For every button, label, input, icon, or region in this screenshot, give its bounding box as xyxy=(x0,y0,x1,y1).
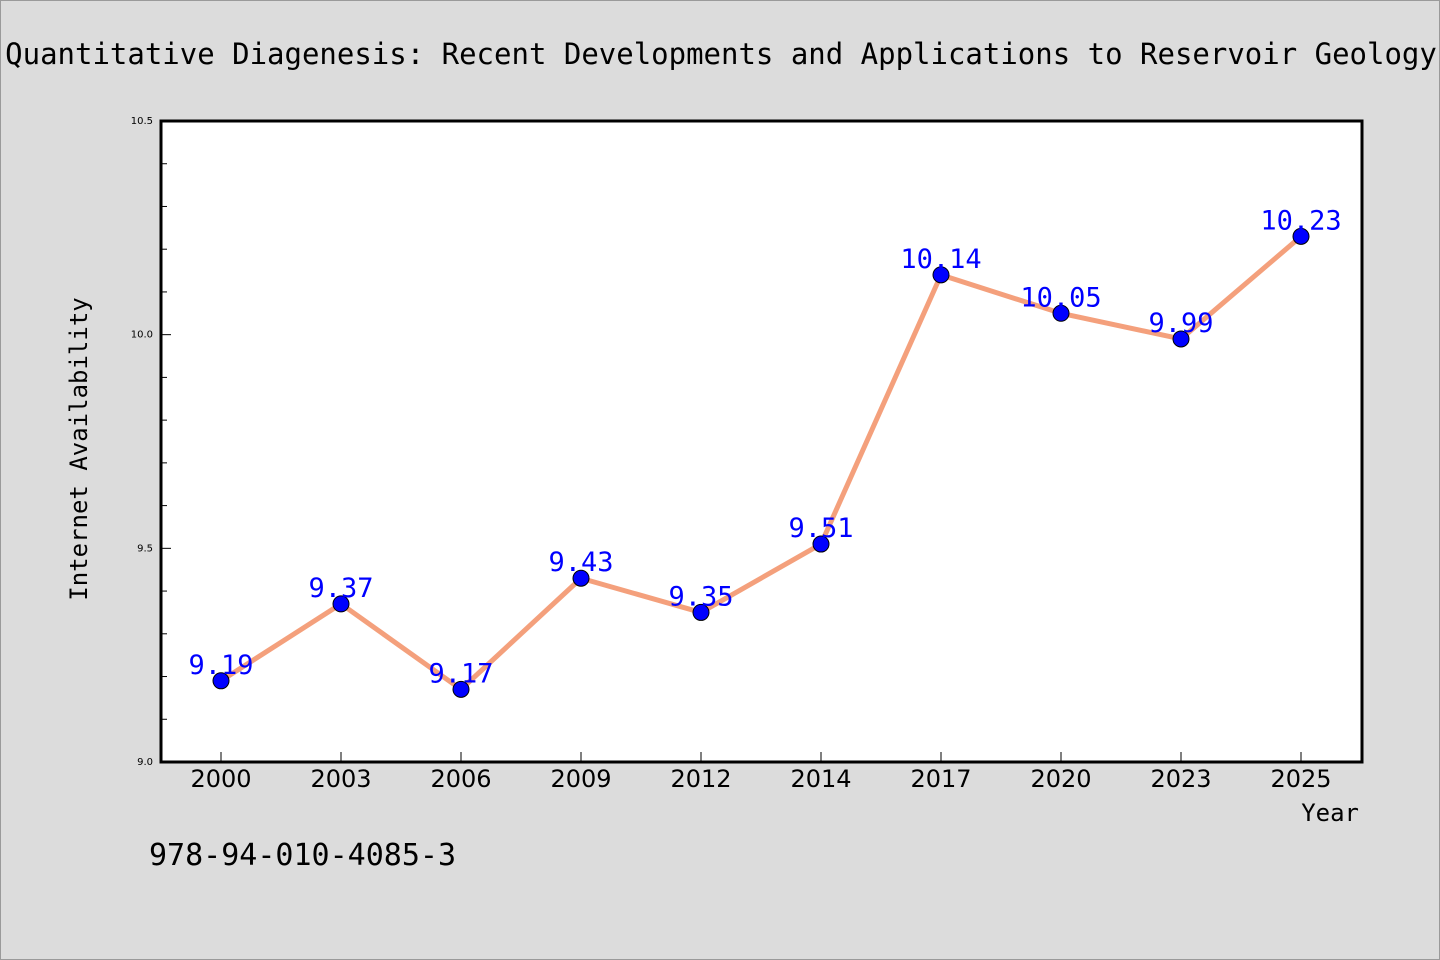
y-tick-label: 10.0 xyxy=(131,330,153,341)
data-label: 9.17 xyxy=(428,658,493,689)
y-axis: 9.0 9.5 10.0 10.5 xyxy=(131,116,171,768)
chart-title: Quantitative Diagenesis: Recent Developm… xyxy=(5,37,1437,71)
data-label: 10.23 xyxy=(1260,205,1341,236)
data-point xyxy=(332,595,350,613)
data-point xyxy=(692,603,710,621)
data-label: 10.05 xyxy=(1020,282,1101,313)
x-axis: 2000 2003 2006 2009 2012 2014 2017 2020 2023 2025 xyxy=(190,752,1332,793)
data-label: 9.51 xyxy=(788,513,853,544)
data-point xyxy=(572,569,590,587)
series-markers xyxy=(212,227,1310,698)
data-label: 9.43 xyxy=(548,547,613,578)
y-tick-label: 9.5 xyxy=(137,543,153,554)
isbn-footnote: 978-94-010-4085-3 xyxy=(149,838,456,873)
x-tick-label: 2000 xyxy=(190,765,251,793)
x-tick-label: 2017 xyxy=(910,765,971,793)
x-tick-label: 2006 xyxy=(430,765,491,793)
x-tick-label: 2014 xyxy=(790,765,851,793)
x-tick-label: 2012 xyxy=(670,765,731,793)
data-label: 9.37 xyxy=(308,573,373,604)
y-tick-label: 10.5 xyxy=(131,116,153,127)
data-point xyxy=(1172,330,1190,348)
x-tick-label: 2020 xyxy=(1030,765,1091,793)
data-label: 9.99 xyxy=(1148,308,1213,339)
data-label: 10.14 xyxy=(900,244,981,275)
data-point xyxy=(1052,304,1070,322)
series-line xyxy=(218,233,1304,692)
data-point xyxy=(212,672,230,690)
y-axis-label: Internet Availability xyxy=(65,297,93,600)
x-tick-label: 2003 xyxy=(310,765,371,793)
x-tick-label: 2025 xyxy=(1270,765,1331,793)
data-point xyxy=(932,266,950,284)
y-tick-label: 9.0 xyxy=(137,757,153,768)
plot-area xyxy=(159,119,1364,764)
x-tick-label: 2023 xyxy=(1150,765,1211,793)
data-point xyxy=(1292,227,1310,245)
data-label: 9.35 xyxy=(668,581,733,612)
data-label: 9.19 xyxy=(188,650,253,681)
x-axis-label: Year xyxy=(1301,799,1359,827)
data-point xyxy=(812,535,830,553)
x-tick-label: 2009 xyxy=(550,765,611,793)
data-point xyxy=(452,680,470,698)
series-polyline xyxy=(218,233,1304,692)
data-labels: 9.19 9.37 9.17 9.43 9.35 9.51 10.14 10.05 9.99 10… xyxy=(188,205,1341,689)
